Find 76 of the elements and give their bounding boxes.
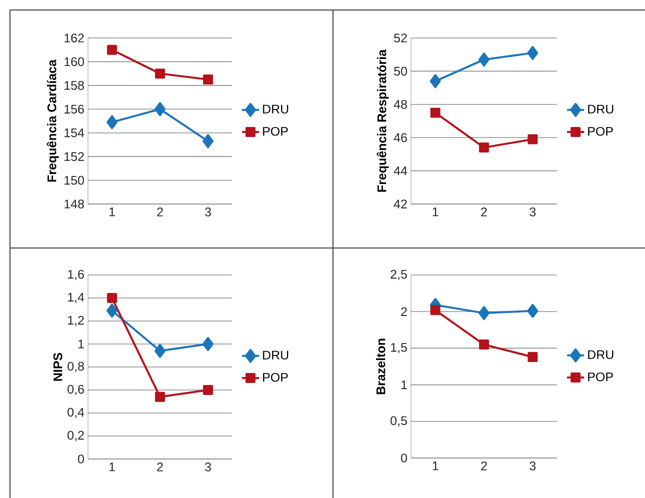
- y-tick-label: 0,4: [68, 408, 84, 418]
- point: [479, 142, 490, 153]
- legend-label: DRU: [588, 350, 614, 360]
- x-tick-label: 2: [157, 208, 163, 216]
- y-tick-label: 150: [64, 176, 84, 185]
- y-tick-label: 46: [394, 133, 407, 142]
- legend-label: POP: [588, 372, 613, 382]
- legend-label: POP: [588, 126, 613, 136]
- y-tick-label: 0,8: [68, 362, 84, 372]
- y-tick-label: 2: [401, 307, 407, 316]
- y-tick-label: 152: [64, 152, 84, 161]
- y-tick-label: 0,6: [68, 384, 84, 396]
- point: [479, 340, 490, 350]
- y-tick-label: 48: [394, 100, 407, 109]
- legend-label: POP: [263, 372, 288, 382]
- y-tick-label: 0: [401, 454, 407, 462]
- y-tick-label: 162: [64, 34, 84, 42]
- point: [106, 115, 118, 130]
- y-axis-title: Frequência Respiratória: [376, 49, 389, 192]
- y-tick-label: 1,2: [68, 316, 84, 326]
- point: [202, 134, 214, 148]
- point: [430, 74, 441, 88]
- point: [430, 108, 440, 118]
- y-tick-label: 0: [78, 454, 84, 464]
- y-tick-label: 1: [78, 340, 84, 348]
- point: [430, 305, 440, 316]
- point: [478, 306, 490, 320]
- y-tick-label: 0,2: [68, 430, 84, 442]
- point: [527, 304, 538, 318]
- point: [203, 74, 214, 84]
- x-tick-label: 1: [432, 462, 438, 470]
- point: [107, 44, 117, 55]
- y-tick-label: 154: [64, 128, 84, 138]
- y-tick-label: 2,5: [390, 270, 407, 280]
- x-tick-label: 3: [204, 462, 211, 472]
- point: [154, 344, 166, 358]
- point: [155, 68, 165, 79]
- x-tick-label: 3: [530, 208, 536, 216]
- x-tick-label: 3: [204, 208, 211, 216]
- x-tick-label: 1: [432, 208, 438, 216]
- point: [203, 385, 214, 395]
- y-axis-title: NIPS: [53, 352, 62, 381]
- y-tick-label: 50: [394, 66, 407, 76]
- point: [527, 46, 538, 60]
- x-tick-label: 1: [109, 208, 115, 216]
- point: [528, 134, 538, 144]
- point: [107, 293, 117, 303]
- y-tick-label: 158: [64, 81, 84, 90]
- legend-label: DRU: [263, 104, 288, 114]
- y-tick-label: 1,6: [68, 270, 84, 280]
- point: [528, 352, 538, 362]
- legend-label: POP: [263, 126, 288, 136]
- legend-label: DRU: [263, 350, 288, 360]
- point: [202, 337, 214, 351]
- y-tick-label: 156: [64, 104, 84, 114]
- x-tick-label: 2: [481, 208, 487, 216]
- y-axis-title: Frequência Cardíaca: [46, 59, 59, 182]
- point: [106, 304, 118, 318]
- y-tick-label: 160: [64, 57, 84, 66]
- y-tick-label: 1: [401, 380, 407, 390]
- x-tick-label: 1: [109, 462, 115, 472]
- y-tick-label: 1,4: [68, 292, 84, 304]
- y-tick-label: 44: [394, 166, 408, 176]
- y-tick-label: 0,5: [390, 416, 407, 427]
- legend-label: DRU: [588, 104, 614, 114]
- point: [478, 52, 490, 67]
- y-axis-title: Brazelton: [376, 338, 386, 394]
- y-tick-label: 1,5: [391, 343, 407, 354]
- x-tick-label: 3: [530, 462, 536, 470]
- y-tick-label: 42: [394, 200, 407, 208]
- point: [155, 392, 165, 402]
- point: [154, 102, 166, 116]
- y-tick-label: 148: [64, 200, 84, 208]
- x-tick-label: 2: [157, 462, 163, 472]
- x-tick-label: 2: [481, 462, 487, 470]
- y-tick-label: 52: [394, 34, 407, 42]
